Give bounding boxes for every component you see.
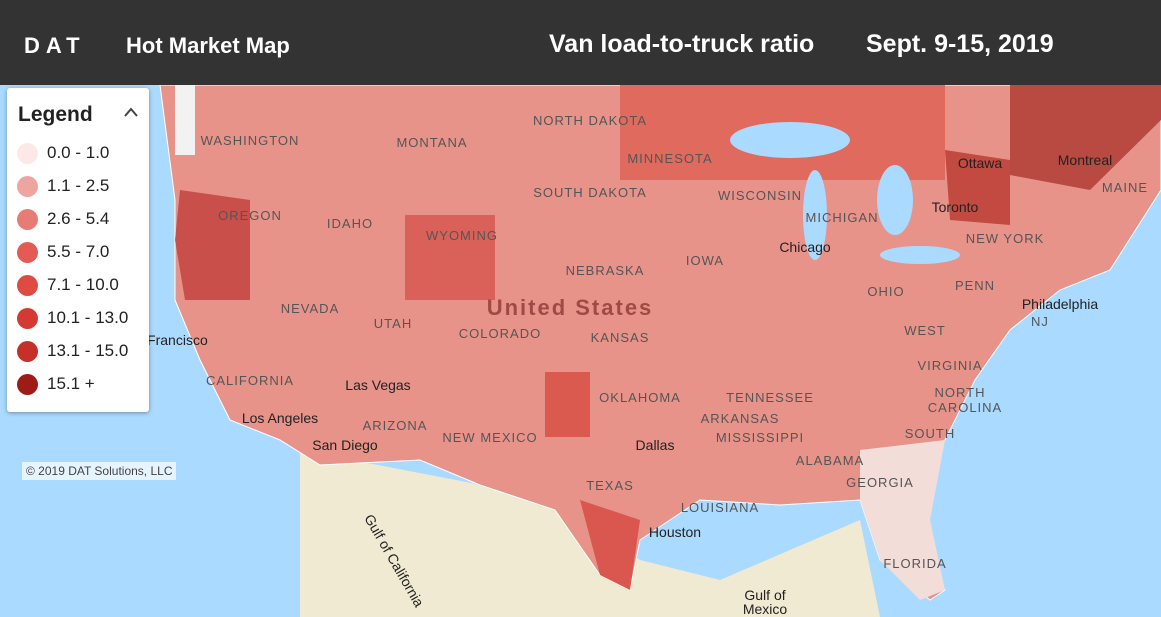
legend-swatch (17, 274, 38, 296)
legend-label: 1.1 - 2.5 (47, 176, 110, 195)
place-label: NORTH DAKOTA (533, 113, 647, 128)
place-label: UTAH (374, 316, 412, 331)
place-label: CAROLINA (928, 400, 1002, 415)
place-label: NORTH (935, 385, 986, 400)
legend-label: 5.5 - 7.0 (47, 242, 110, 261)
legend-item: 1.1 - 2.5 (17, 174, 109, 198)
region-low (175, 85, 195, 155)
place-label: ARKANSAS (701, 411, 780, 426)
copyright: © 2019 DAT Solutions, LLC (22, 462, 177, 480)
region-high (1010, 85, 1161, 190)
lake (877, 165, 913, 235)
legend-title: Legend (18, 103, 93, 126)
place-label: MISSISSIPPI (716, 430, 804, 445)
legend-swatch (17, 373, 38, 395)
legend-label: 7.1 - 10.0 (47, 275, 119, 294)
legend-item: 10.1 - 13.0 (17, 306, 128, 330)
place-label: NEBRASKA (566, 263, 645, 278)
date: Sept. 9-15, 2019 (866, 30, 1054, 58)
place-label: COLORADO (459, 326, 541, 341)
place-label: OKLAHOMA (599, 390, 681, 405)
place-label: OREGON (218, 208, 282, 223)
legend-item: 15.1 + (17, 372, 95, 396)
place-label: Houston (649, 524, 701, 540)
lake (730, 122, 850, 158)
place-label: MINNESOTA (627, 151, 712, 166)
place-label: OHIO (867, 284, 904, 299)
place-label: MAINE (1102, 180, 1148, 195)
place-label: Las Vegas (345, 377, 410, 393)
place-label: ALABAMA (796, 453, 864, 468)
collapse[interactable] (123, 106, 139, 118)
legend-item: 7.1 - 10.0 (17, 273, 119, 297)
place-label: WISCONSIN (718, 188, 802, 203)
place-label: Los Angeles (242, 410, 318, 426)
place-label: VIRGINIA (917, 358, 982, 373)
place-label: NEVADA (281, 301, 340, 316)
place-label: San Diego (312, 437, 378, 453)
region-low (860, 440, 945, 600)
legend-item: 13.1 - 15.0 (17, 339, 128, 363)
region-high (545, 372, 590, 437)
logo: DAT (24, 33, 86, 59)
place-label: United States (487, 295, 654, 320)
place-label: TENNESSEE (726, 390, 814, 405)
legend-swatch (17, 340, 38, 362)
legend-label: 13.1 - 15.0 (47, 341, 129, 360)
header: DAT Hot Market Map Van load-to-truck rat… (0, 0, 1161, 85)
legend-swatch (17, 307, 38, 329)
place-label: Ottawa (958, 155, 1003, 171)
place-label: Dallas (636, 437, 675, 453)
place-label: SOUTH (905, 426, 956, 441)
legend-label: 2.6 - 5.4 (47, 209, 110, 228)
legend-item: 2.6 - 5.4 (17, 207, 109, 231)
place-label: GEORGIA (846, 475, 914, 490)
place-label: Chicago (779, 239, 831, 255)
legend-swatch (17, 241, 38, 263)
lake (803, 170, 827, 260)
place-label: MONTANA (396, 135, 467, 150)
place-label: Toronto (932, 199, 979, 215)
legend-item: 5.5 - 7.0 (17, 240, 109, 264)
region-high (580, 500, 640, 590)
place-label: MICHIGAN (806, 210, 879, 225)
place-label: NEW YORK (966, 231, 1045, 246)
place-label: NEW MEXICO (442, 430, 537, 445)
app-title: Hot Market Map (126, 33, 290, 58)
place-label: Montreal (1058, 152, 1112, 168)
region-high (945, 150, 1010, 225)
place-label: CALIFORNIA (206, 373, 294, 388)
place-label: TEXAS (586, 478, 634, 493)
place-label: PENN (955, 278, 995, 293)
place-label: Philadelphia (1022, 296, 1098, 312)
place-label: SOUTH DAKOTA (533, 185, 647, 200)
place-label: WEST (904, 323, 946, 338)
place-label: KANSAS (591, 330, 650, 345)
metric: Van load-to-truck ratio (549, 30, 815, 58)
legend-label: 15.1 + (47, 374, 95, 393)
place-label: Mexico (743, 601, 788, 617)
logo-text: DAT (24, 33, 86, 58)
place-label: LOUISIANA (681, 500, 759, 515)
legend-label: 0.0 - 1.0 (47, 143, 110, 162)
legend[interactable]: Legend 0.0 - 1.0 1.1 - 2.5 2.6 - 5.4 5.5 - … (7, 88, 149, 412)
place-label: IDAHO (327, 216, 373, 231)
place-label: WYOMING (426, 228, 498, 243)
legend-swatch (17, 142, 38, 164)
region-high (175, 190, 250, 300)
lake (880, 246, 960, 264)
place-label: WASHINGTON (201, 133, 300, 148)
place-label: Gulf of (744, 587, 785, 603)
place-label: NJ (1031, 314, 1049, 329)
region-high (405, 215, 495, 300)
place-label: FLORIDA (883, 556, 946, 571)
legend-item: 0.0 - 1.0 (17, 141, 109, 165)
place-label: IOWA (686, 253, 724, 268)
legend-swatch (17, 175, 38, 197)
legend-swatch (17, 208, 38, 230)
place-label: ARIZONA (363, 418, 428, 433)
legend-label: 10.1 - 13.0 (47, 308, 129, 327)
